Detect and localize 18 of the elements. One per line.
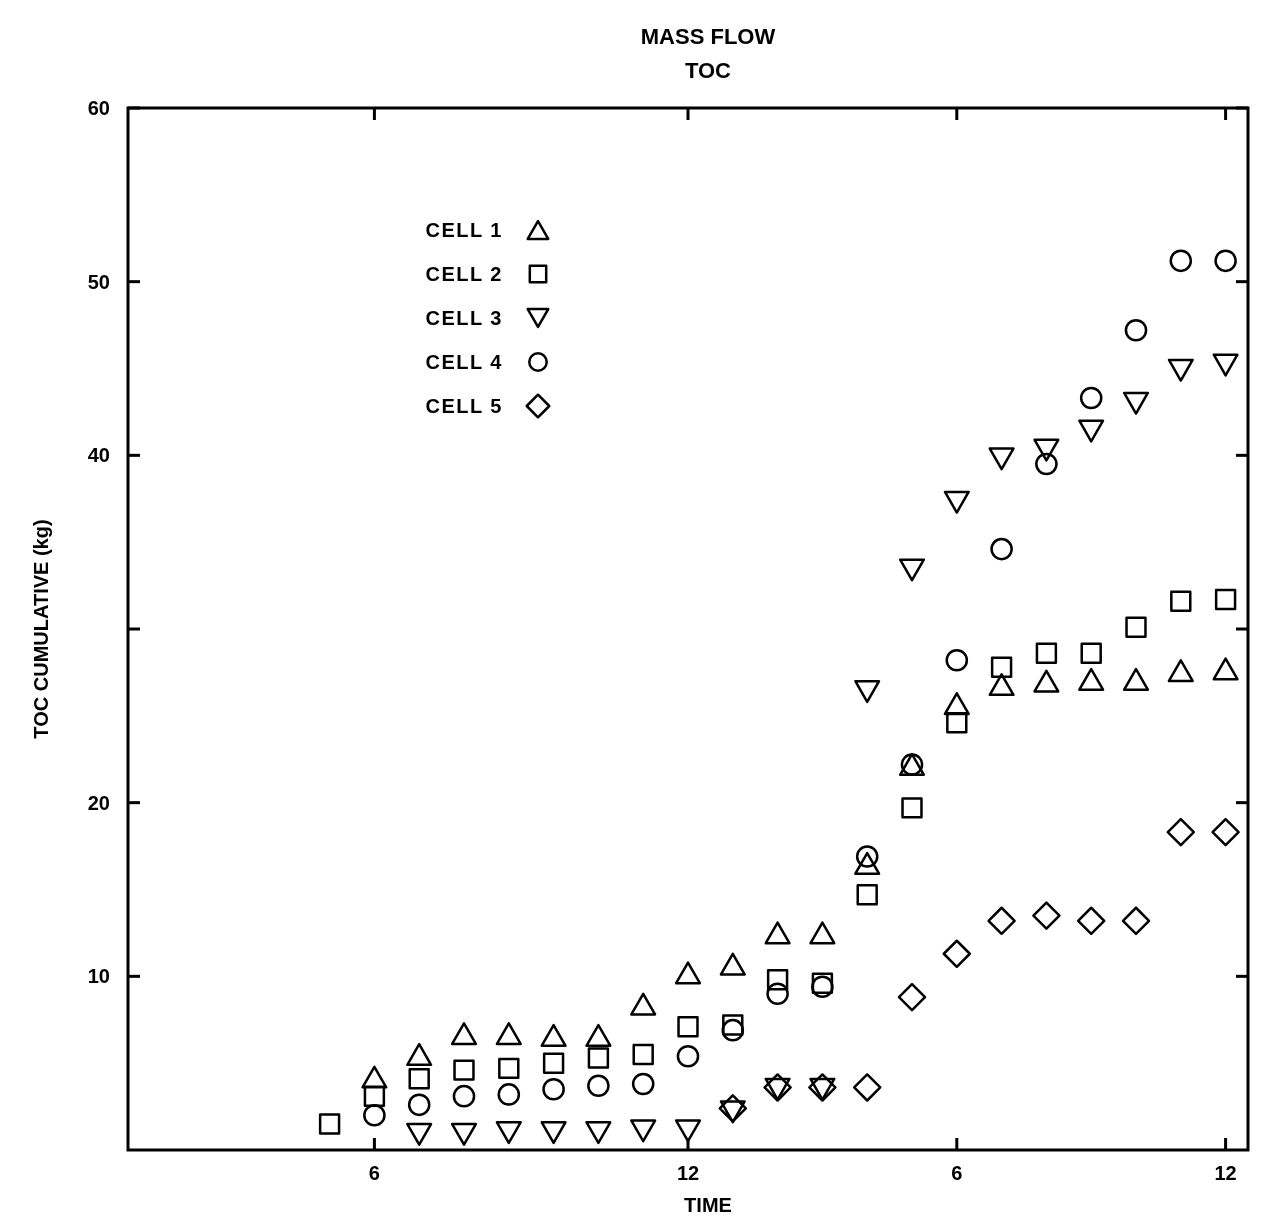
legend-label: CELL 2 — [425, 263, 503, 285]
y-tick-label: 10 — [87, 965, 110, 988]
y-tick-label: 20 — [87, 791, 110, 814]
chart-subtitle: TOC — [684, 58, 732, 83]
y-tick-label: 60 — [87, 97, 110, 119]
y-axis-title: TOC CUMULATIVE (kg) — [30, 519, 52, 739]
x-tick-label: 6 — [368, 1162, 380, 1184]
x-axis-title: TIME — [684, 1194, 732, 1216]
y-tick-label: 40 — [87, 444, 110, 467]
legend-label: CELL 4 — [425, 351, 503, 373]
y-tick-label: 50 — [87, 270, 110, 293]
x-tick-label: 6 — [951, 1162, 963, 1184]
legend-label: CELL 5 — [425, 395, 503, 417]
legend-label: CELL 1 — [425, 219, 503, 241]
x-tick-label: 12 — [1214, 1162, 1237, 1184]
x-tick-label: 12 — [676, 1162, 700, 1184]
legend-label: CELL 3 — [425, 307, 503, 329]
chart-title: MASS FLOW — [640, 24, 776, 49]
